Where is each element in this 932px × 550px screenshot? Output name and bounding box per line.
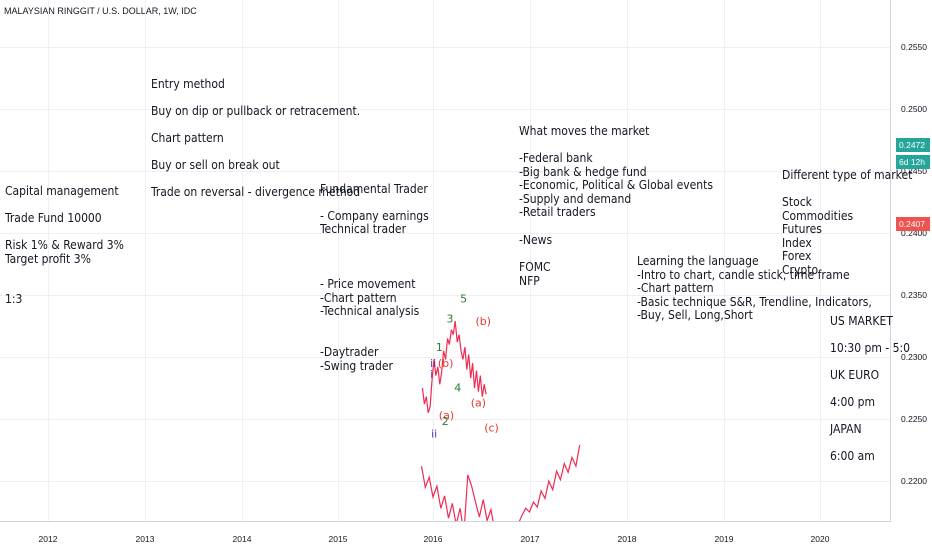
grid-horizontal-4 [0,233,890,234]
grid-vertical-8 [724,0,725,521]
price-line-badge: 0.2407 [896,217,930,231]
wave-count-label: (a) [439,409,454,422]
x-tick-label: 2015 [328,534,348,544]
note-breakout[interactable]: Buy or sell on break out [151,158,280,172]
wave-count-label: 1 [436,341,443,354]
grid-horizontal-1 [0,47,890,48]
price-series-line-1 [421,320,487,413]
wave-count-label: 5 [460,292,467,305]
price-axis[interactable] [890,0,891,522]
note-chart-pattern[interactable]: Chart pattern [151,131,224,145]
note-company-earnings[interactable]: - Company earnings [320,209,429,223]
note-japan[interactable]: JAPAN [830,422,862,436]
note-us-hours[interactable]: 10:30 pm - 5:0 [830,341,911,355]
note-japan-hours[interactable]: 6:00 am [830,449,875,463]
grid-horizontal-5 [0,295,890,296]
wave-count-label: ii [431,428,437,441]
note-technical-list[interactable]: - Price movement -Chart pattern -Technic… [320,277,420,319]
grid-vertical-7 [627,0,628,521]
note-market-movers[interactable]: -Federal bank -Big bank & hedge fund -Ec… [519,151,713,220]
y-tick-label: 0.2550 [901,42,927,52]
note-news[interactable]: -News [519,233,553,247]
note-buy-on-dip[interactable]: Buy on dip or pullback or retracement. [151,104,361,118]
note-capital-management[interactable]: Capital management [5,184,119,198]
note-reversal[interactable]: Trade on reversal - divergence method [151,185,361,199]
y-tick-label: 0.2250 [901,414,927,424]
grid-horizontal-7 [0,419,890,420]
grid-vertical-2 [145,0,146,521]
wave-count-label: (c) [484,421,499,434]
grid-horizontal-3 [0,171,890,172]
x-tick-label: 2017 [520,534,540,544]
grid-vertical-3 [242,0,243,521]
wave-count-label: 4 [454,382,461,395]
last-price-badge: 0.2472 [896,138,930,152]
y-tick-label: 0.2350 [901,290,927,300]
y-tick-label: 0.2200 [901,476,927,486]
note-technical-trader[interactable]: Technical trader [320,222,407,236]
x-tick-label: 2020 [810,534,830,544]
wave-count-label: (b) [476,315,492,328]
chart-title: MALAYSIAN RINGGIT / U.S. DOLLAR, 1W, IDC [4,6,197,16]
x-tick-label: 2012 [38,534,58,544]
wave-count-label: ii [430,357,436,370]
wave-count-label: 2 [442,415,449,428]
grid-vertical-9 [820,0,821,521]
note-ratio[interactable]: 1:3 [5,292,23,306]
bar-countdown-badge: 6d 12h [896,155,930,169]
note-fomc-nfp[interactable]: FOMC NFP [519,260,551,288]
note-uk-euro[interactable]: UK EURO [830,368,880,382]
note-fundamental-trader[interactable]: Fundamental Trader [320,182,428,196]
x-tick-label: 2018 [617,534,637,544]
y-tick-label: 0.2450 [901,166,927,176]
time-axis[interactable] [0,521,890,522]
x-tick-label: 2013 [135,534,155,544]
note-entry-method[interactable]: Entry method [151,77,225,91]
wave-count-label: 3 [447,312,454,325]
grid-vertical-4 [338,0,339,521]
note-uk-hours[interactable]: 4:00 pm [830,395,876,409]
note-learning-language[interactable]: Learning the language -Intro to chart, c… [637,254,872,323]
grid-vertical-5 [433,0,434,521]
grid-vertical-1 [48,0,49,521]
grid-horizontal-8 [0,481,890,482]
grid-vertical-6 [530,0,531,521]
wave-count-label: (a) [471,397,486,410]
note-risk-reward[interactable]: Risk 1% & Reward 3% Target profit 3% [5,238,124,266]
note-us-market[interactable]: US MARKET [830,314,893,328]
price-series-line-2 [420,444,581,521]
wave-count-label: i [430,368,433,381]
y-tick-label: 0.2500 [901,104,927,114]
x-tick-label: 2014 [232,534,252,544]
y-tick-label: 0.2400 [901,228,927,238]
x-tick-label: 2016 [423,534,443,544]
note-what-moves-market[interactable]: What moves the market [519,124,650,138]
note-trader-types[interactable]: -Daytrader -Swing trader [320,345,393,373]
note-market-types[interactable]: Stock Commodities Futures Index Forex Cr… [782,195,854,277]
note-market-types-title[interactable]: Different type of market [782,168,913,182]
grid-horizontal-2 [0,109,890,110]
wave-count-label: (b) [438,357,454,370]
y-tick-label: 0.2300 [901,352,927,362]
x-tick-label: 2019 [714,534,734,544]
note-trade-fund[interactable]: Trade Fund 10000 [5,211,102,225]
